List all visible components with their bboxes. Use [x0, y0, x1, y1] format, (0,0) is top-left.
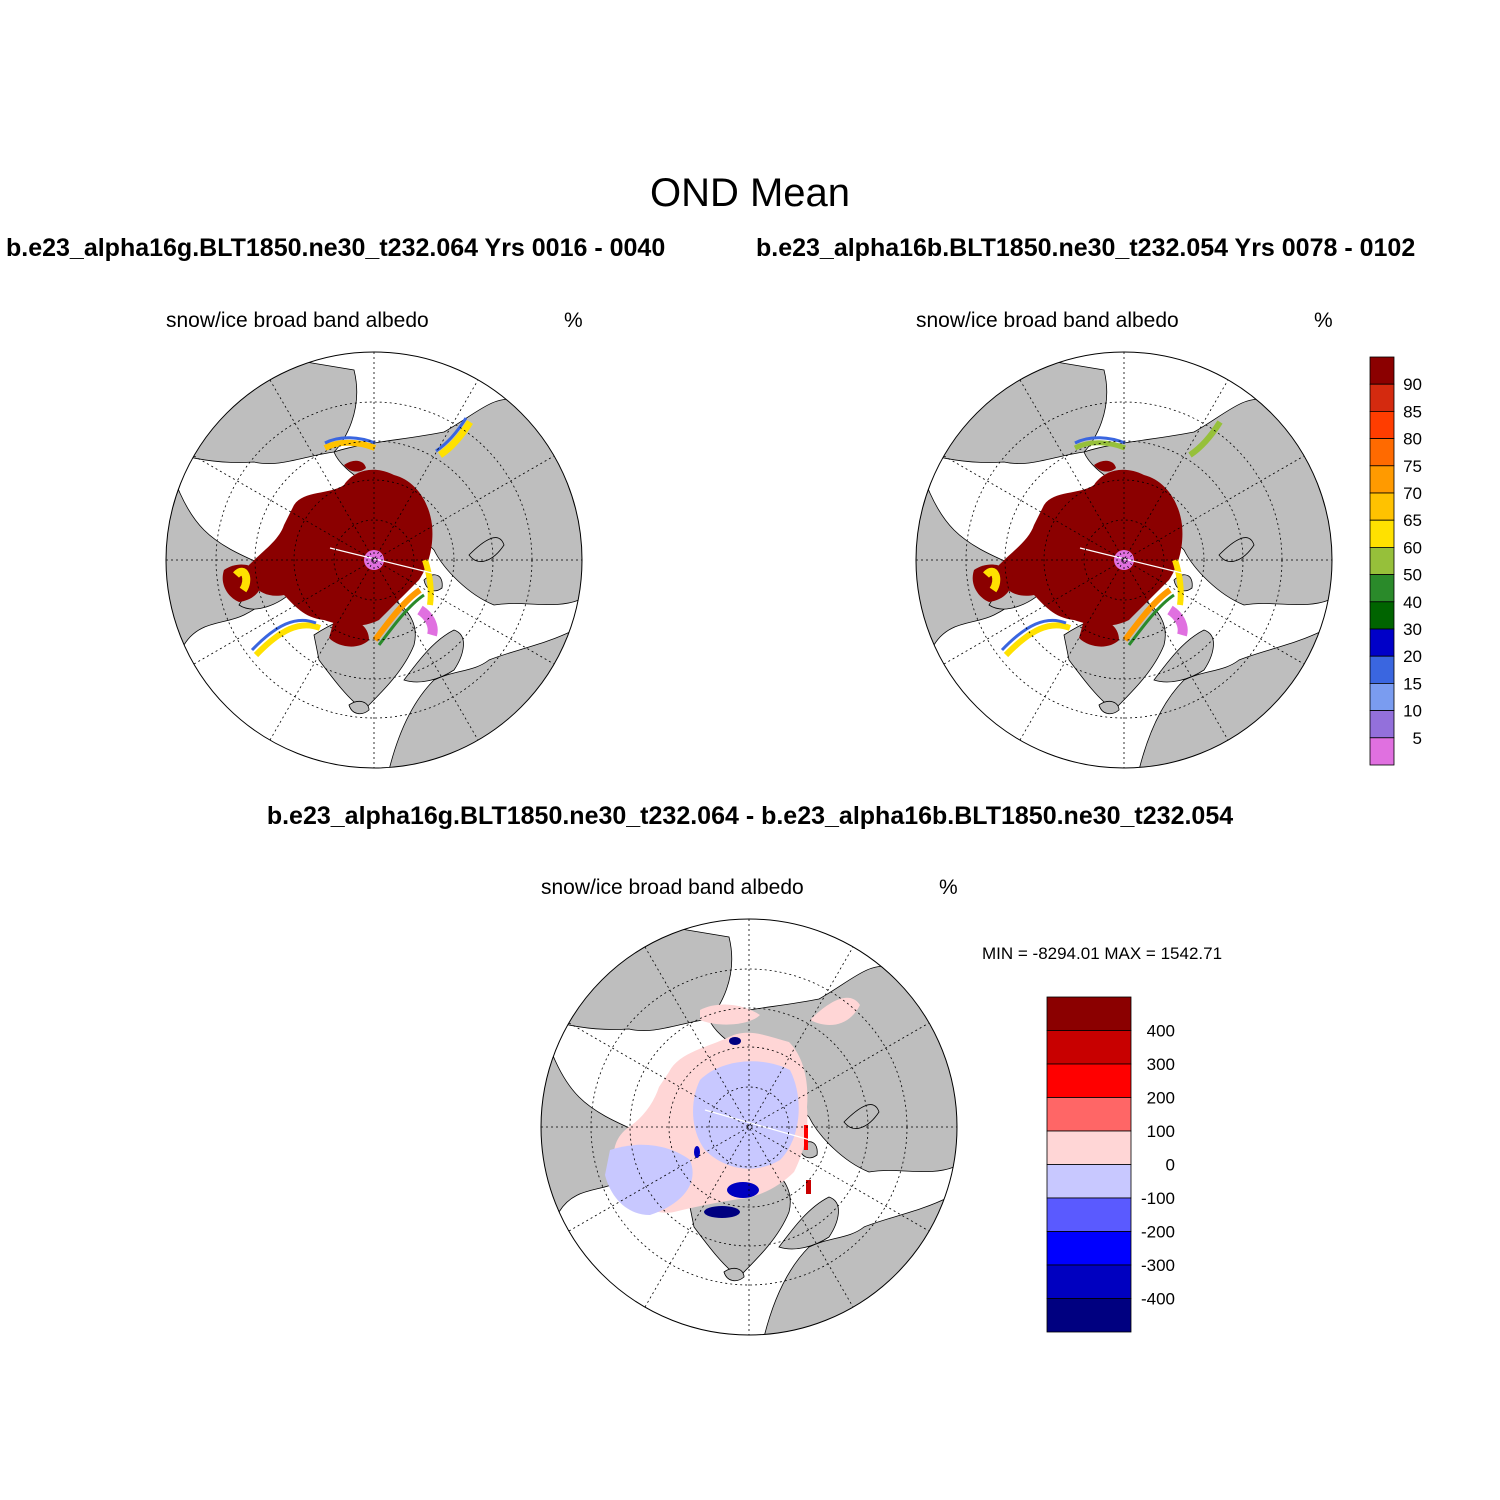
abs-colorbar-swatch — [1369, 601, 1395, 630]
diff-colorbar-swatch — [1046, 1097, 1132, 1132]
abs-colorbar-tick-label: 80 — [1403, 430, 1422, 449]
diff-colorbar-swatch — [1046, 1264, 1132, 1299]
abs-colorbar-swatch — [1369, 356, 1395, 385]
diff-colorbar-swatch — [1046, 1197, 1132, 1232]
abs-colorbar-tick-label: 40 — [1403, 593, 1422, 612]
case1-pole-hole — [364, 550, 384, 570]
diff-variable-label: snow/ice broad band albedo — [541, 876, 804, 899]
abs-colorbar-tick-label: 85 — [1403, 402, 1422, 421]
diff-map — [540, 918, 958, 1336]
diff-colorbar-tick-label: -400 — [1141, 1290, 1175, 1309]
diff-colorbar-tick-label: 400 — [1147, 1022, 1175, 1041]
abs-colorbar-tick-label: 90 — [1403, 375, 1422, 394]
abs-colorbar-swatch — [1369, 574, 1395, 603]
difference-title: b.e23_alpha16g.BLT1850.ne30_t232.064 - b… — [266, 802, 1234, 830]
abs-colorbar-swatch — [1369, 492, 1395, 521]
abs-colorbar-tick-label: 65 — [1403, 511, 1422, 530]
abs-colorbar-swatch — [1369, 519, 1395, 548]
case1-map — [165, 351, 583, 769]
diff-colorbar-swatch — [1046, 1130, 1132, 1165]
figure-title: OND Mean — [649, 171, 851, 215]
case2-units-label: % — [1314, 309, 1333, 332]
abs-colorbar-swatch — [1369, 547, 1395, 576]
case1-variable-label: snow/ice broad band albedo — [166, 309, 429, 332]
abs-colorbar-swatch — [1369, 683, 1395, 712]
case2-variable-label: snow/ice broad band albedo — [916, 309, 1179, 332]
abs-colorbar-tick-label: 60 — [1403, 538, 1422, 557]
abs-colorbar-tick-label: 70 — [1403, 484, 1422, 503]
diff-colorbar-swatch — [1046, 1063, 1132, 1098]
abs-colorbar-tick-label: 20 — [1403, 647, 1422, 666]
case1-title: b.e23_alpha16g.BLT1850.ne30_t232.064 Yrs… — [6, 234, 666, 262]
abs-colorbar-swatch — [1369, 737, 1395, 766]
diff-colorbar-tick-label: 100 — [1147, 1122, 1175, 1141]
diff-colorbar-swatch — [1046, 996, 1132, 1031]
diff-colorbar-swatch — [1046, 1030, 1132, 1065]
abs-colorbar-swatch — [1369, 383, 1395, 412]
abs-colorbar: 90 85 80 75 70 65 60 50 40 30 20 15 10 5 — [1369, 356, 1422, 766]
abs-colorbar-tick-label: 10 — [1403, 702, 1422, 721]
abs-colorbar-swatch — [1369, 438, 1395, 467]
abs-colorbar-tick-label: 75 — [1403, 457, 1422, 476]
abs-colorbar-tick-label: 15 — [1403, 674, 1422, 693]
diff-colorbar-tick-label: 200 — [1147, 1089, 1175, 1108]
abs-colorbar-tick-label: 30 — [1403, 620, 1422, 639]
diff-colorbar-swatch — [1046, 1231, 1132, 1266]
diff-colorbar-tick-label: -200 — [1141, 1223, 1175, 1242]
diff-colorbar-tick-label: 300 — [1147, 1055, 1175, 1074]
diff-minmax-text: MIN = -8294.01 MAX = 1542.71 — [982, 944, 1223, 963]
diff-colorbar-tick-label: -300 — [1141, 1256, 1175, 1275]
diff-colorbar-swatch — [1046, 1298, 1132, 1333]
case2-pole-hole — [1114, 550, 1134, 570]
abs-colorbar-swatch — [1369, 655, 1395, 684]
abs-colorbar-swatch — [1369, 465, 1395, 494]
case1-units-label: % — [564, 309, 583, 332]
diff-colorbar-tick-label: -100 — [1141, 1189, 1175, 1208]
diff-units-label: % — [939, 876, 958, 899]
case2-map — [915, 351, 1333, 769]
diff-colorbar: 400 300 200 100 0 -100 -200 -300 -400 — [1046, 996, 1175, 1333]
abs-colorbar-tick-label: 5 — [1413, 729, 1422, 748]
abs-colorbar-swatch — [1369, 410, 1395, 439]
case2-title: b.e23_alpha16b.BLT1850.ne30_t232.054 Yrs… — [756, 234, 1416, 262]
abs-colorbar-tick-label: 50 — [1403, 566, 1422, 585]
diff-colorbar-tick-label: 0 — [1166, 1156, 1175, 1175]
diff-colorbar-swatch — [1046, 1164, 1132, 1199]
abs-colorbar-swatch — [1369, 628, 1395, 657]
abs-colorbar-swatch — [1369, 710, 1395, 739]
